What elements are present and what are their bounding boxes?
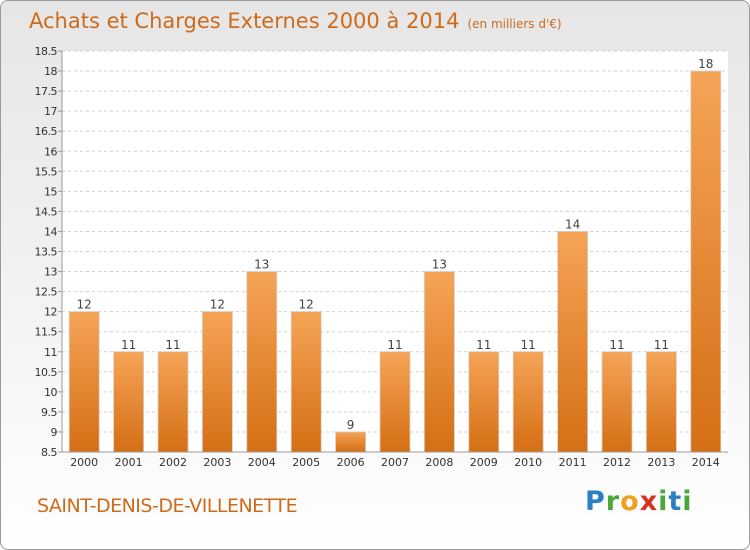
chart-title: Achats et Charges Externes 2000 à 2014 (e… (29, 9, 562, 33)
x-tick-label: 2003 (203, 456, 231, 469)
logo-letter: o (620, 486, 640, 517)
bar-value-label: 12 (210, 298, 225, 312)
x-tick-label: 2009 (470, 456, 498, 469)
bar-value-label: 11 (121, 338, 136, 352)
bar-value-label: 9 (347, 418, 355, 432)
bar-value-label: 11 (521, 338, 536, 352)
y-tick-label: 17 (44, 105, 57, 118)
bar (557, 231, 588, 453)
y-tick-label: 11 (44, 346, 57, 359)
logo-letter: P (585, 486, 606, 517)
bar-value-label: 12 (299, 298, 314, 312)
y-tick-label: 16.5 (35, 125, 58, 138)
logo-letter: x (639, 486, 659, 517)
bar-value-label: 14 (565, 217, 580, 231)
proxiti-logo[interactable]: Proxiti (585, 486, 693, 517)
logo-letter: t (668, 486, 683, 517)
y-tick-label: 18.5 (35, 45, 58, 58)
y-tick-label: 10 (44, 386, 57, 399)
bars: 12 11 11 12 13 12 9 11 13 11 11 14 11 11 18 (68, 57, 722, 453)
bar (468, 351, 500, 453)
x-tick-label: 2007 (381, 456, 409, 469)
y-axis-labels: 8.5 9 9.5 10 10.5 11 11.5 12 12.5 13 13.5 14 14.5 15 1… (35, 45, 62, 459)
y-tick-label: 8.5 (41, 446, 57, 459)
y-tick-label: 9 (51, 426, 58, 439)
y-tick-label: 9.5 (41, 406, 57, 419)
bar (601, 351, 633, 453)
y-tick-label: 15.5 (35, 165, 58, 178)
y-tick-label: 11.5 (35, 326, 58, 339)
bar (379, 351, 411, 453)
bar (512, 351, 544, 453)
x-axis-labels: 2000 2001 2002 2003 2004 2005 2006 2007 2008 2009… (70, 456, 720, 469)
chart-subtitle: (en milliers d'€) (467, 17, 562, 31)
bar (690, 70, 722, 453)
y-tick-label: 17.5 (35, 85, 58, 98)
bar-value-label: 11 (654, 338, 669, 352)
logo-letter: r (605, 486, 621, 517)
x-tick-label: 2013 (647, 456, 675, 469)
bar-value-label: 11 (476, 338, 491, 352)
x-tick-label: 2006 (337, 456, 365, 469)
logo-letter: i (658, 486, 669, 517)
bar-value-label: 12 (77, 298, 92, 312)
x-tick-label: 2012 (603, 456, 631, 469)
logo-letter: i (682, 486, 693, 517)
bar-value-label: 18 (698, 57, 713, 71)
bar (157, 351, 189, 453)
y-tick-label: 14 (44, 225, 57, 238)
bar (113, 351, 144, 453)
bar-value-label: 13 (432, 258, 447, 272)
x-tick-label: 2002 (159, 456, 187, 469)
x-tick-label: 2004 (248, 456, 276, 469)
x-tick-label: 2005 (292, 456, 320, 469)
y-tick-label: 13 (44, 266, 57, 279)
x-tick-label: 2010 (514, 456, 542, 469)
x-tick-label: 2001 (115, 456, 143, 469)
bar-value-label: 13 (254, 258, 269, 272)
y-tick-label: 10.5 (35, 366, 58, 379)
y-tick-label: 15 (44, 185, 57, 198)
x-tick-label: 2011 (559, 456, 587, 469)
y-tick-label: 16 (44, 145, 57, 158)
commune-name: SAINT-DENIS-DE-VILLENETTE (37, 495, 298, 517)
x-tick-label: 2014 (692, 456, 720, 469)
y-tick-label: 13.5 (35, 246, 58, 259)
bar-value-label: 11 (387, 338, 402, 352)
bar (201, 311, 233, 453)
bar (423, 271, 455, 453)
x-tick-label: 2008 (425, 456, 453, 469)
x-tick-label: 2000 (70, 456, 98, 469)
bar-value-label: 11 (609, 338, 624, 352)
y-tick-label: 12 (44, 306, 57, 319)
bar (68, 311, 100, 453)
y-tick-label: 18 (44, 65, 57, 78)
bar (290, 311, 322, 453)
title-text: Achats et Charges Externes 2000 à 2014 (29, 9, 460, 33)
bar (246, 271, 278, 453)
y-tick-label: 14.5 (35, 205, 58, 218)
bar (335, 431, 367, 453)
y-tick-label: 12.5 (35, 286, 58, 299)
bar (646, 351, 677, 453)
bar-value-label: 11 (165, 338, 180, 352)
